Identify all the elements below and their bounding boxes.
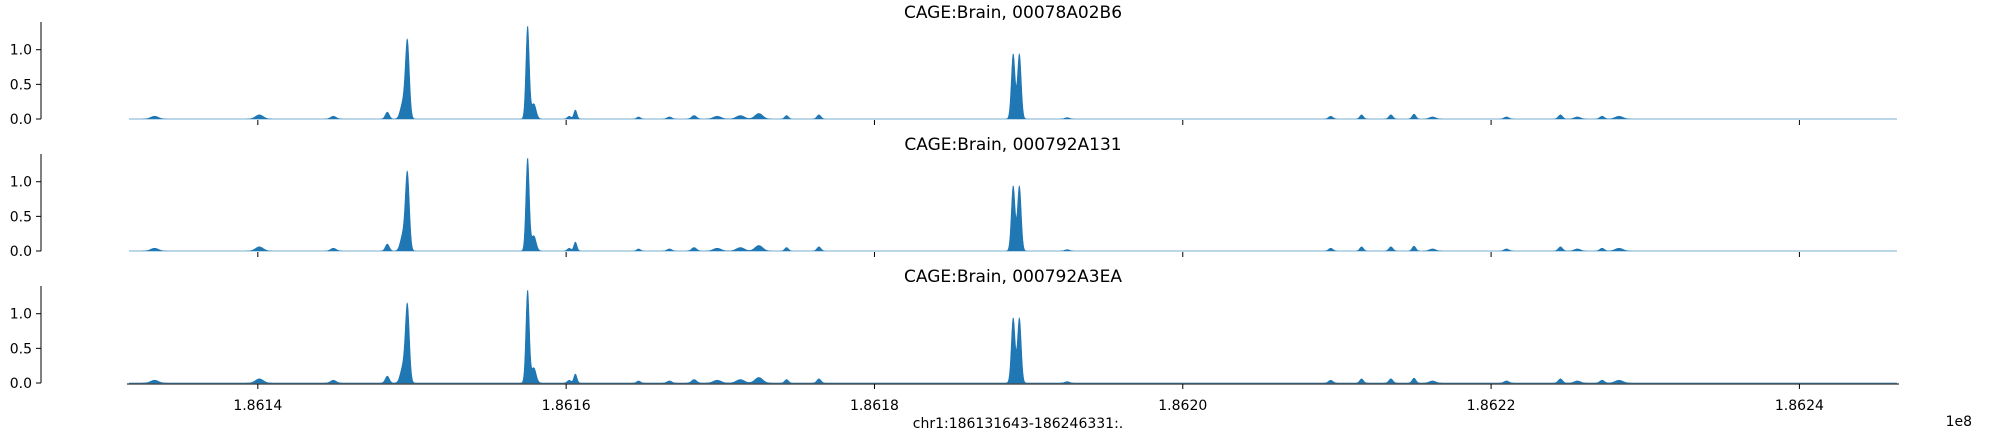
signal-area [129,25,1897,120]
x-tick-label: 1.8624 [1775,398,1824,414]
x-tick-label: 1.8614 [233,398,282,414]
y-tick-label: 0.5 [10,77,32,93]
x-tick-label: 1.8618 [850,398,899,414]
y-tick-label: 0.5 [10,209,32,225]
x-tick-label: 1.8620 [1158,398,1207,414]
chart-title: CAGE:Brain, 00078A02B6 [904,3,1122,23]
y-tick-label: 1.0 [10,175,32,191]
y-tick-label: 1.0 [10,307,32,323]
x-axis-offset-label: 1e8 [1946,414,1972,430]
x-axis-label: chr1:186131643-186246331:. [913,416,1124,432]
chart-panel-3: CAGE:Brain, 000792A3EA 0.0 0.5 1.0 1.8614 1.8… [10,267,1899,414]
chart-title: CAGE:Brain, 000792A131 [904,135,1121,155]
y-tick-label: 0.0 [10,112,32,128]
y-tick-label: 0.0 [10,376,32,392]
x-tick-label: 1.8616 [542,398,591,414]
chart-title: CAGE:Brain, 000792A3EA [904,267,1122,287]
signal-area [129,289,1897,384]
panels: CAGE:Brain, 00078A02B60.00.51.0CAGE:Brai… [10,3,1899,414]
y-tick-label: 0.0 [10,244,32,260]
chart-panel-1: CAGE:Brain, 00078A02B6 0.0 0.5 1.0 [10,3,1897,128]
y-tick-label: 0.5 [10,341,32,357]
x-tick-label: 1.8622 [1467,398,1516,414]
chart-panel-2: CAGE:Brain, 000792A131 0.0 0.5 1.0 [10,135,1897,260]
signal-area [129,157,1897,252]
y-tick-label: 1.0 [10,43,32,59]
